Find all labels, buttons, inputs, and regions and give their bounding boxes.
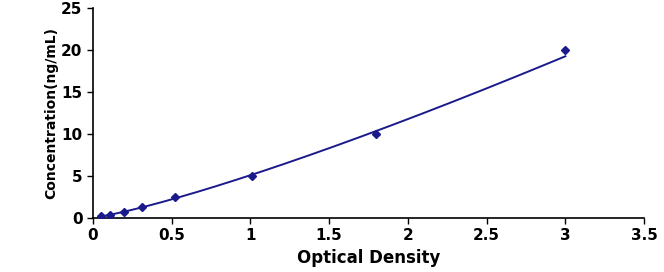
X-axis label: Optical Density: Optical Density: [297, 249, 440, 267]
Y-axis label: Concentration(ng/mL): Concentration(ng/mL): [44, 27, 58, 199]
